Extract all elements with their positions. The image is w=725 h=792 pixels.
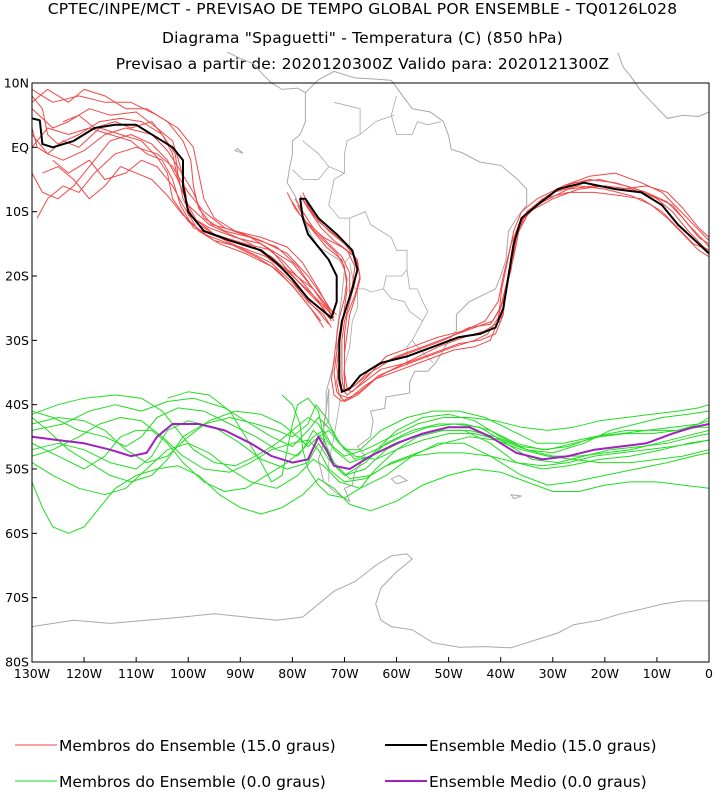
chart-title-line-1: CPTEC/INPE/MCT - PREVISAO DE TEMPO GLOBA… <box>47 0 678 18</box>
series-line-members-0 <box>31 429 710 492</box>
coastline-antarctica <box>31 553 709 649</box>
series-line-members-0 <box>31 417 710 483</box>
series-line-members-15 <box>31 127 332 322</box>
x-tick-label: 50W <box>434 666 462 681</box>
series-line-members-0 <box>31 394 710 467</box>
y-tick-label: 60S <box>5 526 29 541</box>
y-tick-label: 10N <box>4 76 29 91</box>
y-tick-label: 30S <box>5 333 29 348</box>
series-line-members-15 <box>31 127 335 319</box>
country-border <box>359 114 395 135</box>
legend-label: Membros do Ensemble (0.0 graus) <box>59 773 326 791</box>
country-border <box>406 269 418 290</box>
series-line-members-0 <box>31 407 710 464</box>
country-border <box>406 340 413 367</box>
chart-title-line-3: Previsao a partir de: 2020120300Z Valido… <box>115 55 610 73</box>
axis-layer: 130W 120W 110W 100W 90W 80W 70W 60W 50W 40W 30W 20W… <box>4 76 713 682</box>
series-line-members-15 <box>63 114 338 315</box>
country-border <box>302 101 361 174</box>
map-land-layer <box>31 51 710 649</box>
series-line-members-0 <box>31 442 710 496</box>
series-line-members-15 <box>42 166 325 328</box>
country-border <box>411 320 434 364</box>
legend-item: Ensemble Medio (0.0 graus) <box>385 773 647 791</box>
legend-label: Ensemble Medio (15.0 graus) <box>429 737 657 755</box>
series-line-members-15 <box>52 159 322 322</box>
country-border <box>390 95 441 135</box>
series-line-members-15 <box>31 88 335 315</box>
x-tick-label: 30W <box>539 666 567 681</box>
series-line-members-0 <box>31 404 710 483</box>
x-tick-label: 60W <box>382 666 410 681</box>
legend-item: Membros do Ensemble (0.0 graus) <box>15 773 326 791</box>
x-tick-label: 20W <box>591 666 619 681</box>
series-line-members-15 <box>31 88 330 309</box>
y-tick-label: 80S <box>5 655 29 670</box>
series-line-members-15 <box>294 179 710 402</box>
x-tick-label: 100W <box>170 666 206 681</box>
legend: Membros do Ensemble (15.0 graus) Ensemble… <box>15 737 657 791</box>
coastline-south-america <box>286 70 528 503</box>
coastline-africa <box>617 52 710 119</box>
coastline-island <box>390 474 409 485</box>
y-tick-label: 70S <box>5 590 29 605</box>
coastline-central-america <box>227 51 306 94</box>
series-line-members-0 <box>281 394 709 499</box>
y-tick-label: 50S <box>5 462 29 477</box>
y-tick-label: 40S <box>5 397 29 412</box>
x-tick-label: 0 <box>705 666 713 681</box>
legend-label: Membros do Ensemble (15.0 graus) <box>59 737 336 755</box>
legend-item: Ensemble Medio (15.0 graus) <box>385 737 657 755</box>
x-tick-label: 70W <box>330 666 358 681</box>
x-tick-label: 40W <box>487 666 515 681</box>
series-line-members-0 <box>167 391 710 483</box>
series-line-members-15 <box>31 95 335 322</box>
country-border <box>349 211 408 289</box>
x-tick-label: 130W <box>14 666 50 681</box>
x-tick-label: 110W <box>118 666 154 681</box>
x-tick-label: 90W <box>226 666 254 681</box>
legend-item: Membros do Ensemble (15.0 graus) <box>15 737 336 755</box>
x-tick-label: 80W <box>278 666 306 681</box>
series-line-members-15 <box>291 185 710 402</box>
mean-lines-layer <box>31 117 710 470</box>
series-line-members-15 <box>302 172 710 390</box>
x-tick-label: 10W <box>643 666 671 681</box>
x-tick-label: 120W <box>66 666 102 681</box>
country-border <box>292 166 330 180</box>
y-tick-label: 20S <box>5 269 29 284</box>
coastline-island <box>322 388 330 429</box>
legend-label: Ensemble Medio (0.0 graus) <box>429 773 647 791</box>
members-0-layer <box>31 391 710 534</box>
series-line-mean-15 <box>31 117 710 393</box>
series-line-members-15 <box>36 146 335 319</box>
coastline-island <box>234 147 244 154</box>
plot-frame <box>31 82 710 663</box>
country-border <box>383 288 429 322</box>
members-15-layer <box>31 88 710 402</box>
coastline-island <box>510 494 522 500</box>
y-tick-label: 10S <box>5 204 29 219</box>
series-line-mean-0 <box>31 423 710 470</box>
series-line-members-15 <box>286 185 710 396</box>
chart-title-line-2: Diagrama "Spaguetti" - Temperatura (C) (… <box>162 29 563 47</box>
series-line-members-0 <box>31 410 710 464</box>
series-line-members-15 <box>31 134 332 328</box>
series-line-members-15 <box>297 191 710 393</box>
series-line-members-0 <box>31 465 710 534</box>
y-tick-label: EQ <box>11 140 29 155</box>
